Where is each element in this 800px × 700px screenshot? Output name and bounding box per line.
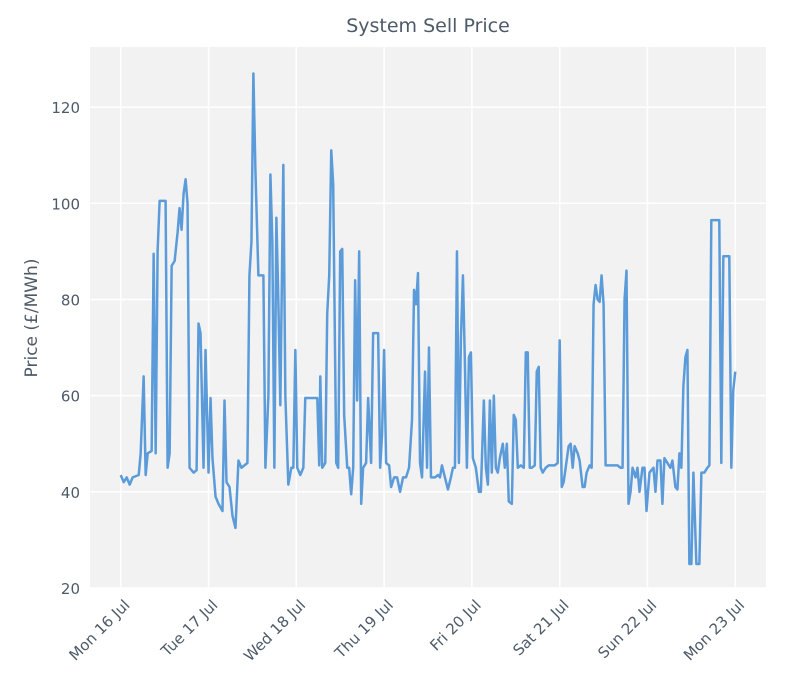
x-tick-label: Sun 22 Jul <box>594 596 660 662</box>
price-line <box>119 72 737 566</box>
x-tick-label: Mon 23 Jul <box>680 596 748 664</box>
plot-area <box>90 47 766 588</box>
x-tick-label: Thu 19 Jul <box>331 596 397 662</box>
y-tick-label: 40 <box>61 484 80 502</box>
y-tick-label: 20 <box>61 580 80 598</box>
x-tick-label: Mon 16 Jul <box>65 596 133 664</box>
x-tick-label: Tue 17 Jul <box>157 596 222 661</box>
x-tick-label: Fri 20 Jul <box>426 596 484 654</box>
y-tick-label: 80 <box>61 291 80 309</box>
y-tick-label: 120 <box>51 99 80 117</box>
y-axis-label: Price (£/MWh) <box>22 259 42 378</box>
x-tick-label: Sat 21 Jul <box>509 596 572 659</box>
y-tick-label: 60 <box>61 388 80 406</box>
x-tick-label: Wed 18 Jul <box>240 596 309 665</box>
y-tick-label: 100 <box>51 195 80 213</box>
chart-title: System Sell Price <box>346 15 510 37</box>
